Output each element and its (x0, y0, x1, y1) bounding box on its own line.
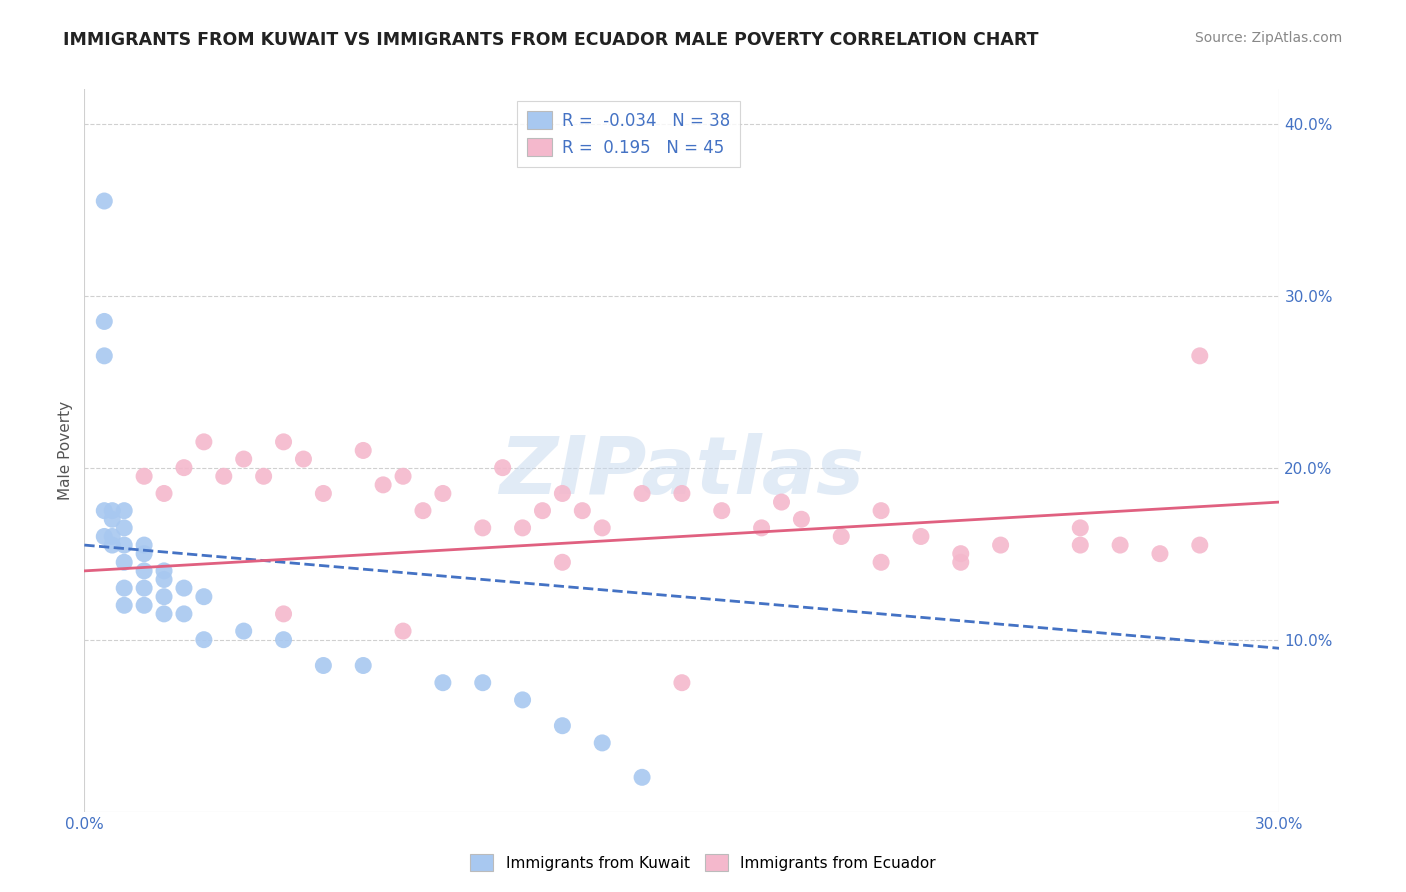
Point (232, 624, 254, 639)
Point (153, 590, 176, 604)
Point (112, 599, 135, 613)
Point (631, 486, 654, 500)
Point (910, 529, 932, 543)
Legend: R =  -0.034   N = 38, R =  0.195   N = 45: R = -0.034 N = 38, R = 0.195 N = 45 (516, 101, 740, 167)
Point (751, 521, 773, 535)
Point (112, 503, 135, 517)
Point (471, 521, 494, 535)
Point (392, 624, 415, 639)
Point (631, 770, 654, 784)
Point (132, 564, 156, 578)
Point (101, 512, 124, 526)
Point (392, 469, 415, 483)
Point (101, 503, 124, 517)
Point (870, 555, 893, 569)
Point (112, 555, 135, 569)
Point (132, 599, 156, 613)
Point (173, 460, 195, 475)
Point (770, 495, 793, 509)
Point (312, 486, 335, 500)
Point (949, 547, 972, 561)
Point (671, 675, 693, 690)
Point (1149, 547, 1171, 561)
Point (412, 503, 434, 517)
Point (471, 675, 494, 690)
Point (292, 452, 315, 467)
Point (112, 521, 135, 535)
Point (1109, 538, 1132, 552)
Point (112, 581, 135, 595)
Point (153, 607, 176, 621)
Point (193, 632, 215, 647)
Point (571, 503, 593, 517)
Point (93, 529, 115, 543)
Point (551, 719, 574, 733)
Point (193, 590, 215, 604)
Point (253, 469, 276, 483)
Point (153, 564, 176, 578)
Point (101, 538, 124, 552)
Point (1188, 538, 1211, 552)
Point (551, 486, 574, 500)
Point (273, 632, 295, 647)
Point (132, 538, 156, 552)
Point (432, 486, 454, 500)
Point (132, 581, 156, 595)
Point (93, 314, 115, 328)
Point (112, 538, 135, 552)
Point (432, 675, 454, 690)
Point (312, 658, 335, 673)
Point (591, 736, 613, 750)
Point (93, 194, 115, 208)
Point (830, 529, 852, 543)
Point (193, 434, 215, 449)
Point (790, 512, 813, 526)
Point (352, 658, 374, 673)
Point (153, 486, 176, 500)
Point (273, 607, 295, 621)
Point (990, 538, 1012, 552)
Point (591, 521, 613, 535)
Point (173, 607, 195, 621)
Point (101, 529, 124, 543)
Point (512, 693, 534, 707)
Text: ZIPatlas: ZIPatlas (499, 434, 865, 511)
Point (173, 581, 195, 595)
Point (512, 521, 534, 535)
Point (1069, 521, 1091, 535)
Text: Source: ZipAtlas.com: Source: ZipAtlas.com (1195, 31, 1343, 45)
Legend: Immigrants from Kuwait, Immigrants from Ecuador: Immigrants from Kuwait, Immigrants from … (464, 848, 942, 877)
Point (551, 555, 574, 569)
Point (1069, 538, 1091, 552)
Point (352, 443, 374, 458)
Point (671, 486, 693, 500)
Point (273, 434, 295, 449)
Point (132, 547, 156, 561)
Point (1188, 349, 1211, 363)
Point (531, 503, 554, 517)
Point (870, 503, 893, 517)
Point (212, 469, 235, 483)
Point (132, 469, 156, 483)
Point (153, 573, 176, 587)
Point (373, 478, 395, 492)
Point (93, 503, 115, 517)
Y-axis label: Male Poverty: Male Poverty (58, 401, 73, 500)
Point (710, 503, 733, 517)
Point (93, 349, 115, 363)
Point (949, 555, 972, 569)
Point (232, 452, 254, 467)
Point (492, 460, 515, 475)
Text: IMMIGRANTS FROM KUWAIT VS IMMIGRANTS FROM ECUADOR MALE POVERTY CORRELATION CHART: IMMIGRANTS FROM KUWAIT VS IMMIGRANTS FRO… (63, 31, 1039, 49)
